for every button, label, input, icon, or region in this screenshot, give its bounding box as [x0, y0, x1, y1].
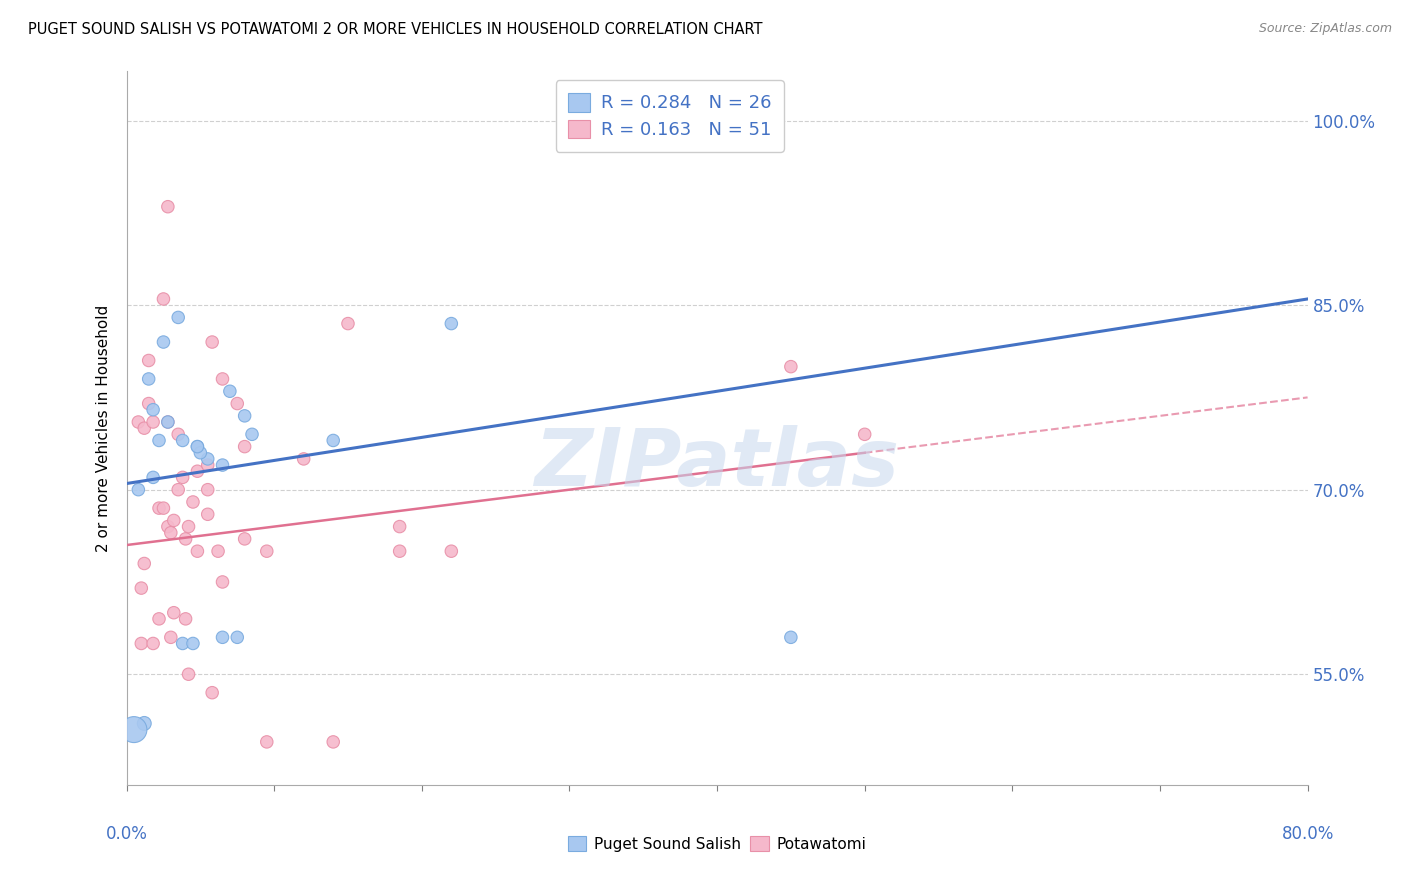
Point [138, 396, 160, 410]
Point [142, 402, 165, 417]
Point [233, 440, 256, 454]
Point [181, 495, 204, 509]
Point [226, 630, 249, 644]
Point [174, 612, 197, 626]
Point [256, 735, 278, 749]
Point [211, 372, 233, 386]
Point [163, 606, 186, 620]
Point [388, 544, 411, 558]
Point [181, 636, 204, 650]
Point [127, 483, 149, 497]
Point [779, 359, 801, 374]
Point [186, 464, 208, 478]
Point [172, 470, 194, 484]
Point [186, 440, 208, 454]
Text: ZIPatlas: ZIPatlas [534, 425, 900, 503]
Point [211, 458, 233, 472]
Point [322, 434, 344, 448]
Point [197, 483, 219, 497]
Point [156, 415, 179, 429]
Point [240, 427, 263, 442]
Point [148, 434, 170, 448]
Point [201, 686, 224, 700]
Point [292, 451, 315, 466]
Point [134, 716, 156, 731]
Point [211, 630, 233, 644]
Point [177, 519, 200, 533]
Point [853, 427, 876, 442]
Point [156, 519, 179, 533]
Point [172, 434, 194, 448]
Point [156, 415, 179, 429]
Point [388, 519, 411, 533]
Text: Source: ZipAtlas.com: Source: ZipAtlas.com [1258, 22, 1392, 36]
Point [160, 630, 183, 644]
Point [134, 557, 156, 571]
Point [160, 525, 183, 540]
Text: PUGET SOUND SALISH VS POTAWATOMI 2 OR MORE VEHICLES IN HOUSEHOLD CORRELATION CHA: PUGET SOUND SALISH VS POTAWATOMI 2 OR MO… [28, 22, 762, 37]
Point [129, 636, 153, 650]
Point [207, 544, 229, 558]
Point [197, 458, 219, 472]
Text: 0.0%: 0.0% [105, 825, 148, 843]
Text: 80.0%: 80.0% [1281, 825, 1334, 843]
Point [218, 384, 242, 399]
Point [142, 470, 165, 484]
Point [211, 574, 233, 589]
Point [148, 501, 170, 516]
Point [134, 421, 156, 435]
Y-axis label: 2 or more Vehicles in Household: 2 or more Vehicles in Household [96, 304, 111, 552]
Point [337, 317, 360, 331]
Point [152, 334, 174, 349]
Point [197, 451, 219, 466]
Legend: Puget Sound Salish, Potawatomi: Puget Sound Salish, Potawatomi [561, 828, 873, 859]
Point [226, 396, 249, 410]
Point [172, 636, 194, 650]
Point [148, 612, 170, 626]
Point [186, 544, 208, 558]
Point [138, 372, 160, 386]
Point [779, 630, 801, 644]
Point [156, 200, 179, 214]
Point [142, 636, 165, 650]
Point [127, 415, 149, 429]
Point [163, 513, 186, 527]
Point [233, 409, 256, 423]
Point [122, 723, 145, 737]
Point [129, 581, 153, 595]
Point [174, 532, 197, 546]
Point [440, 317, 463, 331]
Point [233, 532, 256, 546]
Point [186, 440, 208, 454]
Point [256, 544, 278, 558]
Point [322, 735, 344, 749]
Point [142, 415, 165, 429]
Point [152, 292, 174, 306]
Point [440, 544, 463, 558]
Point [138, 353, 160, 368]
Point [167, 427, 190, 442]
Point [197, 508, 219, 522]
Point [152, 501, 174, 516]
Point [167, 483, 190, 497]
Point [177, 667, 200, 681]
Point [167, 310, 190, 325]
Point [188, 446, 211, 460]
Point [201, 334, 224, 349]
